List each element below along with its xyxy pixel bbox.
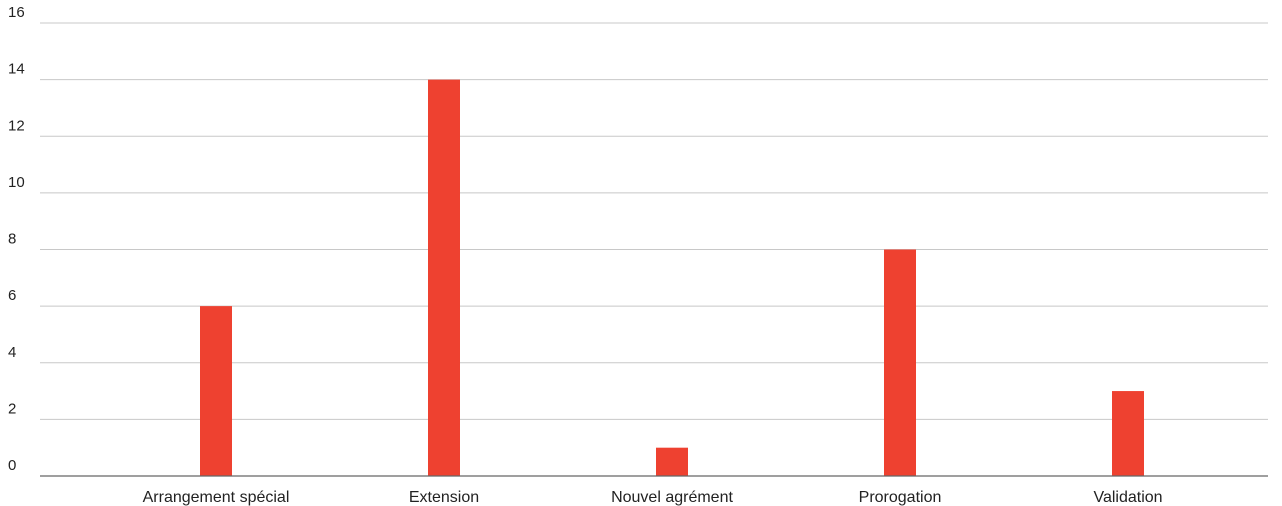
y-tick-label: 8 [8,231,16,248]
x-category-label: Arrangement spécial [143,489,290,506]
bar-prorogation [884,249,916,476]
x-axis-category-labels: Arrangement spécial Extension Nouvel agrém… [143,489,1163,506]
y-tick-label: 10 [8,174,25,191]
y-tick-label: 6 [8,287,16,304]
y-tick-label: 0 [8,457,16,474]
bars [200,79,1144,476]
y-axis-tick-labels: 0 2 4 6 8 10 12 14 16 [8,4,25,474]
x-category-label: Prorogation [859,489,942,506]
y-tick-label: 4 [8,344,16,361]
x-category-label: Validation [1093,489,1162,506]
y-tick-label: 12 [8,117,25,134]
bar-nouvel-agr-ment [656,447,688,476]
y-tick-label: 14 [8,61,25,78]
y-tick-label: 2 [8,400,16,417]
bar-validation [1112,391,1144,476]
gridlines [40,22,1268,420]
bar-arrangement-sp-cial [200,306,232,476]
y-tick-label: 16 [8,4,25,21]
x-category-label: Nouvel agrément [611,489,733,506]
x-category-label: Extension [409,489,479,506]
bar-extension [428,79,460,476]
